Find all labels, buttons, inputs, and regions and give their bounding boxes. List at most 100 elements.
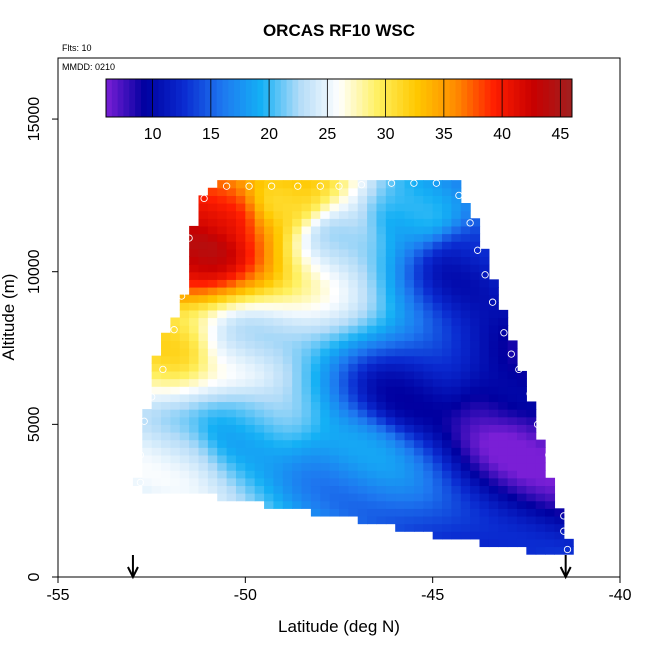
heatmap-cell [301,454,312,464]
heatmap-cell [404,286,415,296]
heatmap-cell [282,447,293,456]
heatmap-cell [282,477,293,487]
heatmap-cell [348,470,359,479]
heatmap-cell [329,187,340,196]
heatmap-cell [339,241,349,250]
heatmap-cell [320,340,331,349]
heatmap-cell [432,317,443,326]
heatmap-cell [479,378,490,387]
heatmap-cell [507,355,518,364]
heatmap-cell [385,271,396,280]
heatmap-cell [442,500,452,509]
heatmap-cell [413,355,424,364]
heatmap-cell [217,279,228,288]
heatmap-cell [348,363,359,372]
heatmap-cell [357,431,368,441]
heatmap-cell [217,248,228,258]
heatmap-cell [273,485,284,494]
heatmap-cell [413,309,424,319]
heatmap-cell [254,233,265,242]
y-tick-label: 15000 [26,97,43,142]
heatmap-cell [516,393,527,403]
heatmap-cell [385,515,396,525]
heatmap-cell [516,493,527,502]
track-point [466,219,474,227]
heatmap-cell [329,355,340,364]
heatmap-cell [226,355,237,364]
heatmap-cell [245,470,256,479]
heatmap-cell [245,447,256,456]
heatmap-cell [460,294,471,303]
heatmap-cell [442,325,452,334]
heatmap-cell [460,218,471,227]
heatmap-cell [498,447,509,456]
heatmap-cell [151,454,162,464]
heatmap-cell [245,424,256,433]
heatmap-cell [404,294,415,303]
colorbar-tick-label: 45 [551,126,569,143]
heatmap-cell [376,416,387,425]
heatmap-cell [198,401,209,410]
heatmap-cell [507,363,518,372]
heatmap-cell [339,493,349,502]
heatmap-cell [170,317,181,326]
heatmap-cell [470,225,481,235]
heatmap-cell [217,187,228,196]
heatmap-cell [357,462,368,471]
heatmap-cell [189,416,200,425]
heatmap-cell [132,477,143,487]
heatmap-cell [226,485,237,494]
heatmap-cell [423,210,434,219]
heatmap-cell [451,470,462,479]
heatmap-cell [292,180,303,189]
heatmap-cell [367,340,378,349]
heatmap-cell [170,416,181,425]
heatmap-cell [161,370,171,380]
heatmap-cell [320,248,331,258]
heatmap-cell [292,256,303,265]
heatmap-cell [545,538,556,548]
heatmap-cell [423,271,434,280]
heatmap-cell [235,218,246,227]
heatmap-cell [254,363,265,372]
heatmap-cell [367,332,378,341]
heatmap-cell [460,264,471,273]
colorbar-segment [373,79,381,117]
heatmap-cell [376,401,387,410]
heatmap-cell [367,416,378,425]
heatmap-cell [198,462,209,471]
heatmap-cell [376,508,387,517]
heatmap-cell [479,317,490,326]
heatmap-cell [301,187,312,196]
heatmap-cell [404,302,415,311]
heatmap-cell [385,370,396,380]
heatmap-cell [264,348,275,357]
heatmap-cell [292,294,303,303]
heatmap-cell [479,523,490,532]
heatmap-cell [273,431,284,441]
heatmap-cell [292,325,303,334]
heatmap-cell [254,264,265,273]
heatmap-cell [460,508,471,517]
colorbar-segment [292,79,299,117]
heatmap-cell [198,256,209,265]
heatmap-cell [516,439,527,448]
heatmap-cell [301,447,312,456]
heatmap-cell [442,180,452,189]
heatmap-cell [432,470,443,479]
colorbar-segment [129,79,136,117]
heatmap-cell [207,233,218,242]
heatmap-cell [479,294,490,303]
heatmap-cell [451,203,462,212]
heatmap-cell [273,447,284,456]
heatmap-cell [395,462,406,471]
heatmap-cell [413,187,424,196]
heatmap-cell [432,248,443,258]
heatmap-cell [264,393,275,403]
heatmap-cell [545,500,556,509]
heatmap-cell [423,203,434,212]
heatmap-cell [170,378,181,387]
heatmap-cell [460,462,471,471]
heatmap-cell [226,233,237,242]
heatmap-cell [367,302,378,311]
